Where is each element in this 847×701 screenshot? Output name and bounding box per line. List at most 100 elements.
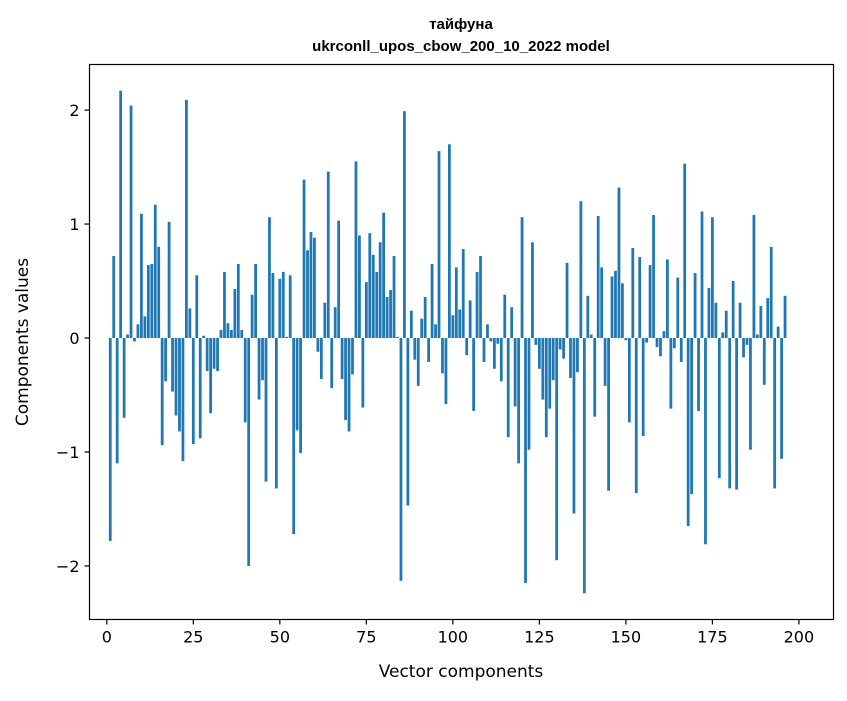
bar-69 <box>344 338 347 421</box>
bar-192 <box>769 246 773 339</box>
bar-39 <box>240 330 244 339</box>
bar-189 <box>759 306 763 339</box>
bar-134 <box>569 338 572 378</box>
bar-54 <box>292 338 296 535</box>
bar-133 <box>565 262 569 339</box>
bar-43 <box>254 263 257 339</box>
y-tick-label: 1 <box>69 215 79 234</box>
bar-53 <box>288 275 292 339</box>
bar-27 <box>198 338 202 439</box>
bar-11 <box>143 316 147 339</box>
bar-58 <box>306 250 309 339</box>
bar-60 <box>313 237 316 339</box>
bar-172 <box>700 211 704 339</box>
bar-75 <box>364 282 368 339</box>
bar-179 <box>724 310 728 339</box>
x-axis-label: Vector components <box>379 662 544 682</box>
bar-101 <box>454 267 458 339</box>
bar-19 <box>171 338 174 392</box>
bar-20 <box>174 338 178 416</box>
x-tick-label: 125 <box>524 628 555 647</box>
bar-152 <box>631 247 635 339</box>
bar-126 <box>541 338 545 400</box>
bar-181 <box>731 281 735 339</box>
bar-161 <box>662 331 666 339</box>
bar-146 <box>610 276 614 339</box>
bar-156 <box>645 338 649 343</box>
bar-136 <box>576 338 579 373</box>
bar-137 <box>579 201 583 339</box>
bar-70 <box>347 338 351 432</box>
bar-190 <box>762 338 766 385</box>
bar-112 <box>492 338 496 369</box>
bar-74 <box>361 338 365 408</box>
bar-41 <box>247 338 251 566</box>
bar-185 <box>745 338 749 345</box>
bar-195 <box>780 338 783 459</box>
bar-167 <box>683 163 687 339</box>
bar-114 <box>499 338 503 382</box>
bar-111 <box>489 338 493 342</box>
bar-128 <box>548 338 552 409</box>
plot-frame <box>88 63 835 621</box>
bar-106 <box>472 338 475 411</box>
bar-90 <box>416 338 420 386</box>
bar-23 <box>185 99 188 339</box>
bar-9 <box>136 324 140 339</box>
bar-87 <box>406 338 410 506</box>
bar-149 <box>621 283 624 339</box>
bar-184 <box>742 338 745 358</box>
bar-42 <box>250 294 254 339</box>
bar-160 <box>659 338 662 357</box>
bar-169 <box>690 338 694 495</box>
bar-88 <box>409 310 413 339</box>
bar-141 <box>593 338 597 417</box>
x-tick-label: 175 <box>697 628 728 647</box>
bar-37 <box>233 289 237 339</box>
bar-79 <box>378 242 382 339</box>
bars-layer <box>108 90 787 594</box>
bar-97 <box>441 338 444 374</box>
bar-33 <box>219 330 223 339</box>
bar-147 <box>614 270 617 339</box>
bar-77 <box>371 254 375 339</box>
x-axis-ticks: 0 25 50 75 100 125 150 175 200 <box>102 619 814 647</box>
bar-25 <box>191 338 195 444</box>
bar-93 <box>427 338 431 362</box>
x-tick-label: 50 <box>270 628 290 647</box>
bar-81 <box>385 296 389 339</box>
bar-46 <box>264 338 268 482</box>
bar-104 <box>465 338 469 356</box>
y-tick-label: −1 <box>56 443 80 462</box>
bar-51 <box>281 271 285 339</box>
bar-14 <box>153 204 157 339</box>
bar-26 <box>195 275 199 339</box>
x-tick-label: 75 <box>356 628 376 647</box>
bar-94 <box>430 263 434 339</box>
bar-166 <box>679 338 683 362</box>
bar-12 <box>146 265 150 339</box>
bar-55 <box>295 338 299 431</box>
bar-92 <box>423 296 427 339</box>
bar-116 <box>506 338 510 438</box>
bar-170 <box>693 273 697 339</box>
bar-109 <box>482 338 486 362</box>
bar-68 <box>340 338 344 380</box>
bar-113 <box>496 338 500 344</box>
bar-188 <box>755 334 759 339</box>
bar-125 <box>537 338 541 369</box>
bar-76 <box>368 233 372 339</box>
bar-163 <box>669 338 673 409</box>
bar-30 <box>209 338 212 414</box>
bar-154 <box>638 257 642 339</box>
bar-103 <box>461 249 465 339</box>
bar-48 <box>271 273 275 339</box>
bar-40 <box>243 338 247 423</box>
x-tick-label: 100 <box>438 628 469 647</box>
y-tick-label: 0 <box>69 329 79 348</box>
bar-130 <box>555 338 559 561</box>
bar-89 <box>413 338 417 360</box>
chart-title-line-1: тайфуна <box>429 16 493 33</box>
